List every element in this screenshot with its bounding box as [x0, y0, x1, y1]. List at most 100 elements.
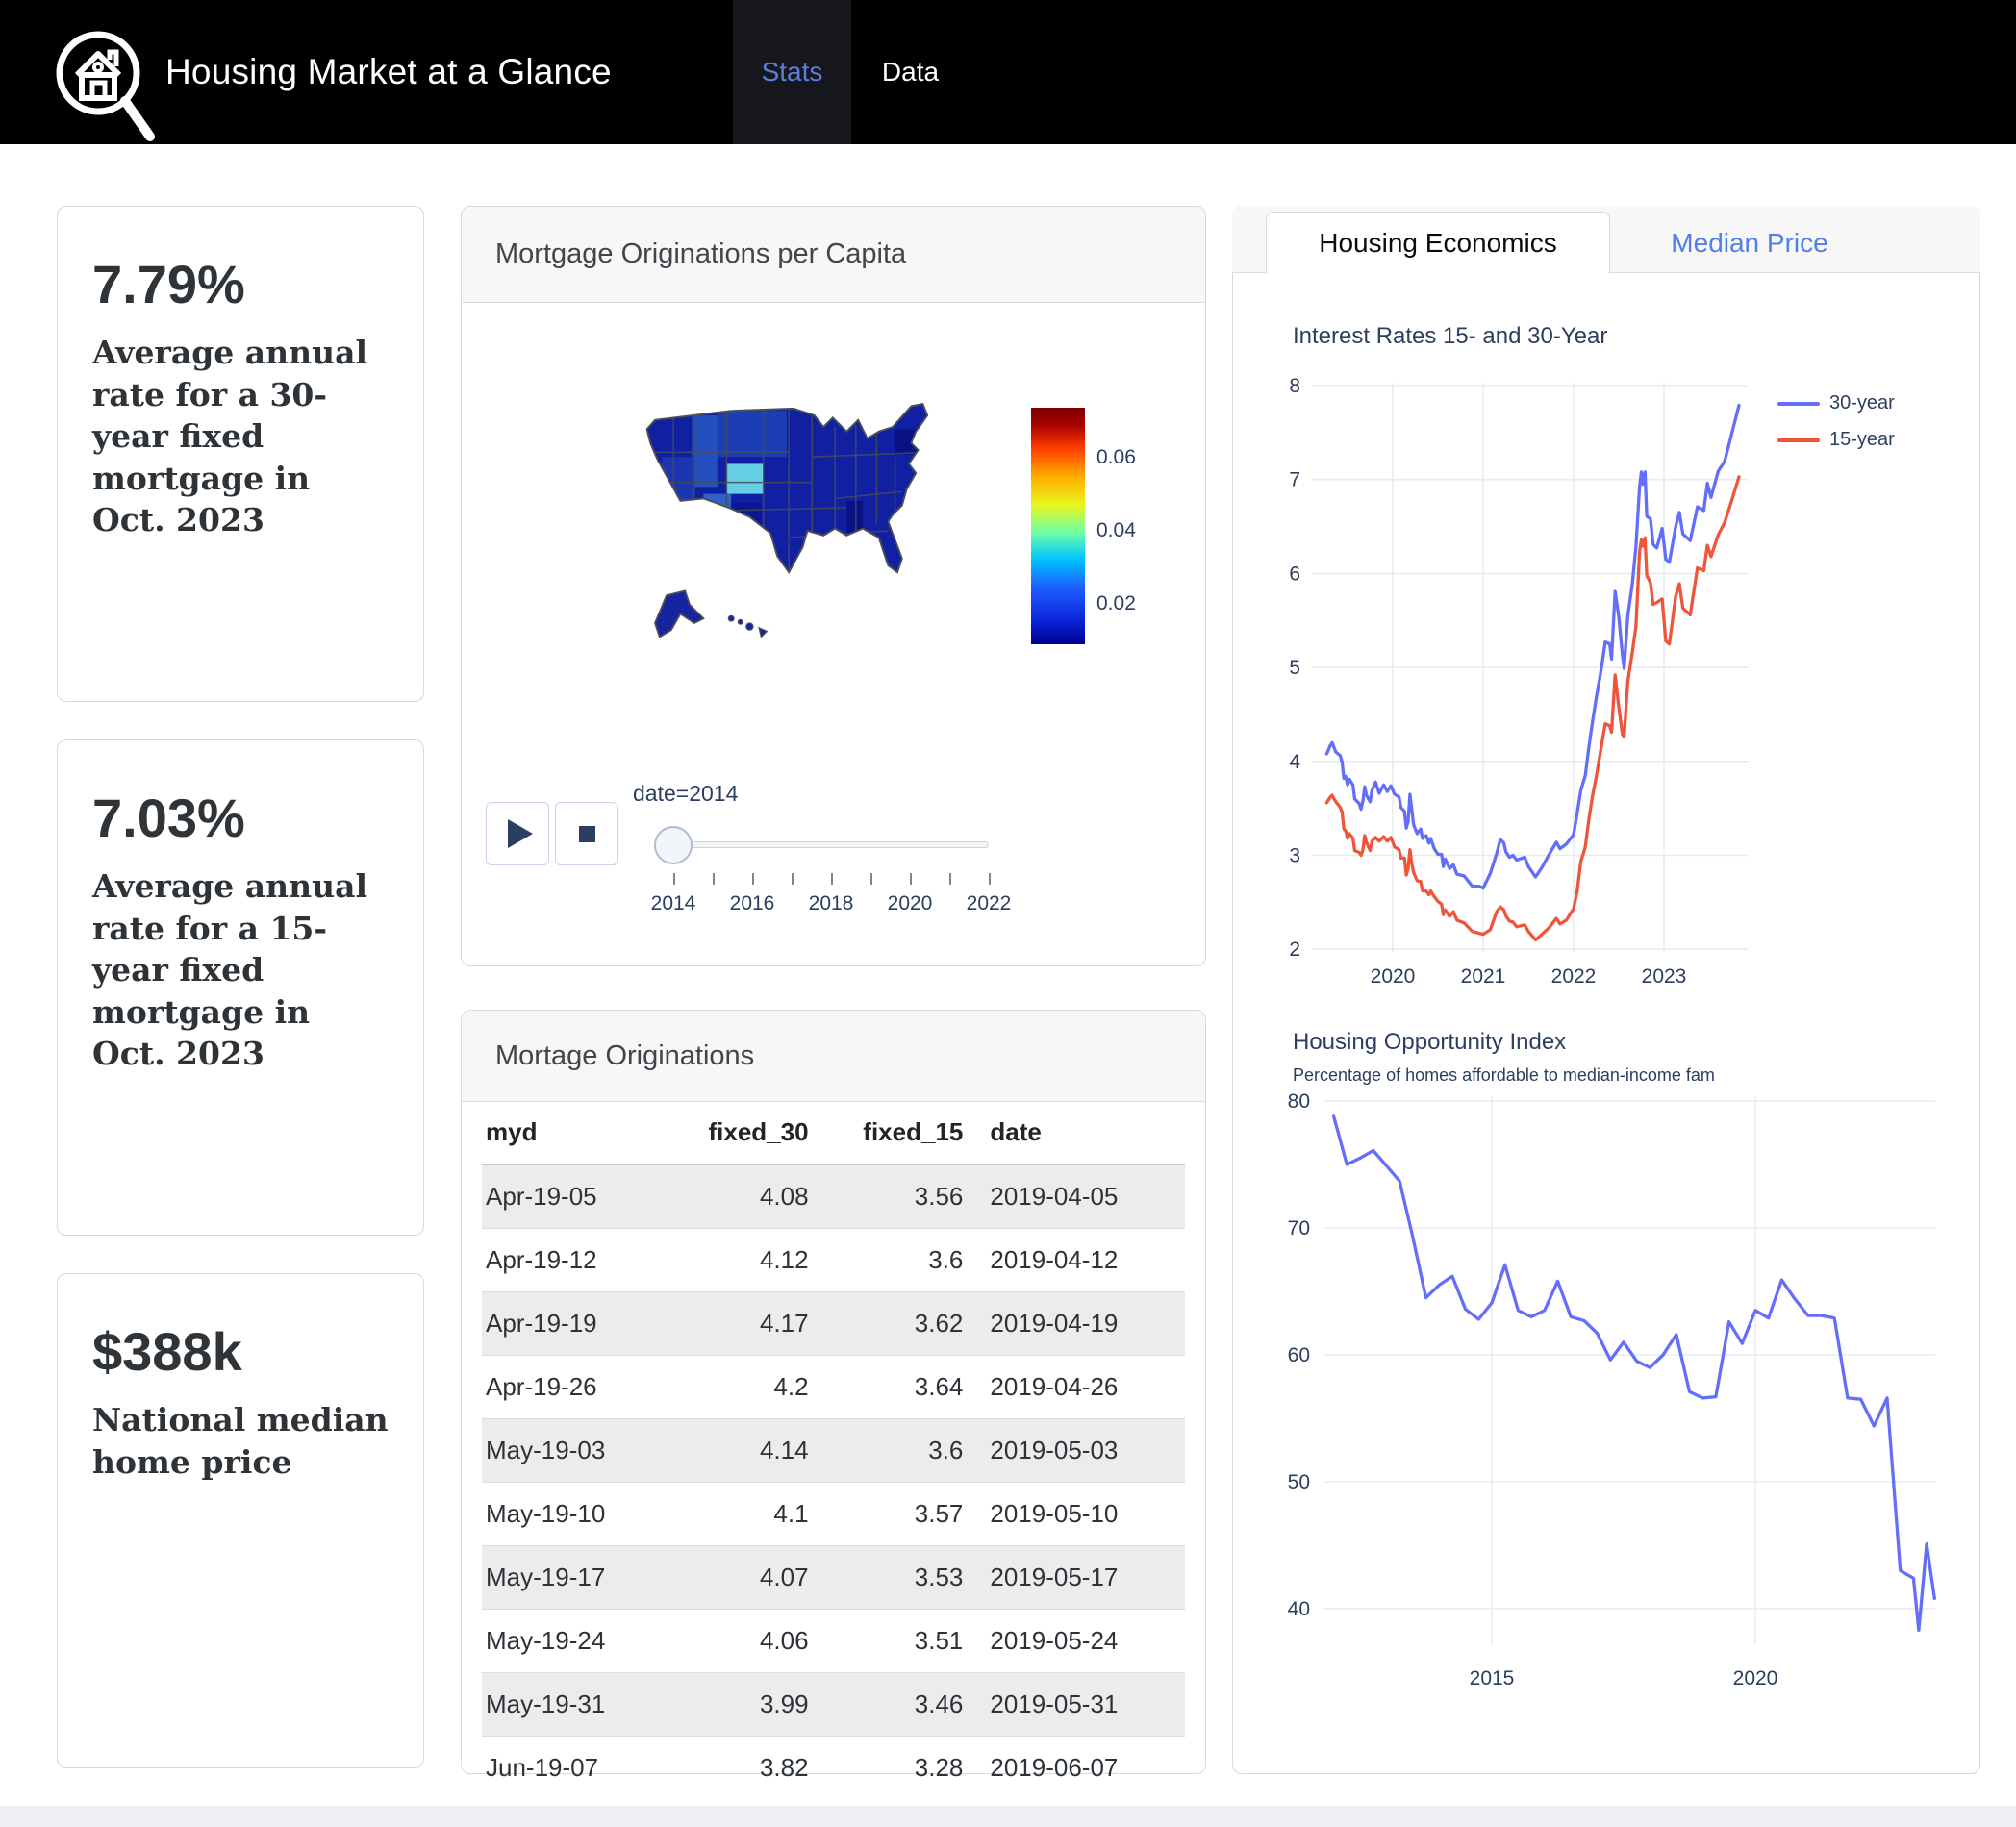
table-cell: 2019-04-26 [967, 1354, 1185, 1418]
table-cell: 2019-05-03 [967, 1417, 1185, 1482]
house-magnifier-logo [56, 31, 155, 141]
stat-description: Average annual rate for a 15-year fixed … [92, 867, 368, 1073]
table-cell: May-19-31 [482, 1671, 693, 1736]
slider-tick [989, 873, 991, 885]
table-cell: 2019-04-19 [967, 1290, 1185, 1355]
stat-card-median-price: $388k National median home price [57, 1273, 424, 1768]
table-cell: 2019-05-10 [967, 1481, 1185, 1545]
play-button[interactable] [486, 802, 549, 865]
column-header-myd[interactable]: myd [482, 1101, 693, 1165]
nav-tab-data[interactable]: Data [881, 57, 940, 87]
table-row[interactable]: May-19-10 4.1 3.57 2019-05-10 [482, 1481, 1185, 1545]
nav-tab-stats[interactable]: Stats [733, 0, 851, 144]
legend-label: 15-year [1829, 429, 1895, 450]
column-header-date[interactable]: date [967, 1101, 1185, 1165]
table-cell: 3.46 [812, 1671, 968, 1736]
table-row[interactable]: Apr-19-05 4.08 3.56 2019-04-05 [482, 1164, 1185, 1228]
slider-tick-label: 2022 [966, 892, 1012, 914]
stat-card-30yr-rate: 7.79% Average annual rate for a 30-year … [57, 206, 424, 702]
slider-tick [831, 873, 833, 885]
slider-tick [792, 873, 794, 885]
table-cell: 4.07 [693, 1544, 813, 1609]
table-cell: 4.17 [693, 1290, 813, 1355]
table-cell: Apr-19-12 [482, 1227, 693, 1291]
series-line-housing-opportunity-index[interactable] [1331, 1114, 1936, 1633]
page-title: Housing Market at a Glance [165, 52, 612, 91]
series-line-30-year[interactable] [1324, 403, 1741, 890]
legend-line-15yr [1777, 438, 1820, 442]
table-cell: 2019-04-12 [967, 1227, 1185, 1291]
app-header: Housing Market at a Glance Stats Data [0, 0, 2016, 144]
axis-tick-label: 2023 [1642, 965, 1687, 988]
axis-tick-label: 40 [1288, 1598, 1310, 1620]
table-cell: 2019-05-24 [967, 1608, 1185, 1672]
hoi-chart-subtitle: Percentage of homes affordable to median… [1293, 1065, 1715, 1085]
axis-tick-label: 2021 [1461, 965, 1506, 988]
table-row[interactable]: May-19-24 4.06 3.51 2019-05-24 [482, 1608, 1185, 1672]
date-slider-rail[interactable] [673, 841, 989, 848]
table-cell: 3.82 [693, 1735, 813, 1799]
colorbar-tick: 0.02 [1096, 592, 1136, 614]
table-cell: Apr-19-26 [482, 1354, 693, 1418]
stop-button[interactable] [555, 802, 618, 865]
slider-tick-label: 2016 [729, 892, 775, 914]
table-cell: 3.56 [812, 1164, 968, 1228]
slider-tick [752, 873, 754, 885]
slider-tick-label: 2018 [808, 892, 854, 914]
table-cell: 4.12 [693, 1227, 813, 1291]
table-row[interactable]: Apr-19-12 4.12 3.6 2019-04-12 [482, 1227, 1185, 1291]
table-card-title: Mortage Originations [495, 1039, 755, 1071]
rates-chart-title: Interest Rates 15- and 30-Year [1293, 323, 1608, 349]
stat-description: National median home price [92, 1401, 389, 1481]
date-slider-handle[interactable] [654, 826, 693, 864]
legend-item-15yr[interactable]: 15-year [1777, 429, 1895, 451]
us-choropleth-map[interactable] [620, 392, 1013, 646]
table-cell: 3.6 [812, 1227, 968, 1291]
axis-tick-label: 50 [1288, 1471, 1310, 1493]
stat-value: 7.79% [92, 254, 245, 314]
table-cell: 3.64 [812, 1354, 968, 1418]
legend-label: 30-year [1829, 392, 1895, 413]
legend-item-30yr[interactable]: 30-year [1777, 392, 1895, 414]
table-row[interactable]: Apr-19-19 4.17 3.62 2019-04-19 [482, 1290, 1185, 1355]
series-line-15-year[interactable] [1324, 475, 1741, 942]
axis-tick-label: 2020 [1733, 1667, 1778, 1689]
legend-line-30yr [1777, 401, 1820, 406]
table-cell: 3.6 [812, 1417, 968, 1482]
axis-tick-label: 6 [1289, 563, 1300, 585]
table-row[interactable]: May-19-03 4.14 3.6 2019-05-03 [482, 1417, 1185, 1482]
column-header-fixed15[interactable]: fixed_15 [812, 1101, 968, 1165]
table-row[interactable]: Jun-19-07 3.82 3.28 2019-06-07 [482, 1735, 1185, 1799]
axis-tick-label: 8 [1289, 375, 1300, 397]
table-cell: 2019-05-31 [967, 1671, 1185, 1736]
table-cell: 4.2 [693, 1354, 813, 1418]
slider-tick [673, 873, 675, 885]
axis-tick-label: 80 [1288, 1090, 1310, 1113]
slider-tick [949, 873, 951, 885]
table-cell: Jun-19-07 [482, 1735, 693, 1799]
page-bottom-strip [0, 1806, 2016, 1827]
table-row[interactable]: Apr-19-26 4.2 3.64 2019-04-26 [482, 1354, 1185, 1418]
tab-housing-economics[interactable]: Housing Economics [1266, 212, 1610, 274]
map-state-hawaii [727, 614, 769, 638]
map-card-title: Mortgage Originations per Capita [495, 238, 907, 269]
axis-tick-label: 7 [1289, 469, 1300, 491]
play-icon [508, 819, 533, 848]
axis-tick-label: 2015 [1470, 1667, 1515, 1689]
stat-card-15yr-rate: 7.03% Average annual rate for a 15-year … [57, 739, 424, 1236]
table-cell: 2019-05-17 [967, 1544, 1185, 1609]
table-cell: May-19-17 [482, 1544, 693, 1609]
charts-plot-area: 2 3 4 5 6 7 8 2020 2021 2022 2023 40 50 60 70 80 2015 202… [1288, 375, 1936, 1689]
table-cell: 2019-04-05 [967, 1164, 1185, 1228]
stat-description: Average annual rate for a 30-year fixed … [92, 334, 368, 539]
table-row[interactable]: May-19-17 4.07 3.53 2019-05-17 [482, 1544, 1185, 1609]
slider-tick-label: 2020 [887, 892, 933, 914]
table-cell: May-19-03 [482, 1417, 693, 1482]
table-row[interactable]: May-19-31 3.99 3.46 2019-05-31 [482, 1671, 1185, 1736]
axis-tick-label: 70 [1288, 1217, 1310, 1239]
column-header-fixed30[interactable]: fixed_30 [693, 1101, 813, 1165]
colorbar-tick: 0.04 [1096, 519, 1136, 541]
tab-median-price[interactable]: Median Price [1671, 227, 1828, 258]
axis-tick-label: 60 [1288, 1344, 1310, 1366]
mortgage-rates-table[interactable]: myd fixed_30 fixed_15 date Apr-19-05 4.08… [482, 1101, 1185, 1799]
